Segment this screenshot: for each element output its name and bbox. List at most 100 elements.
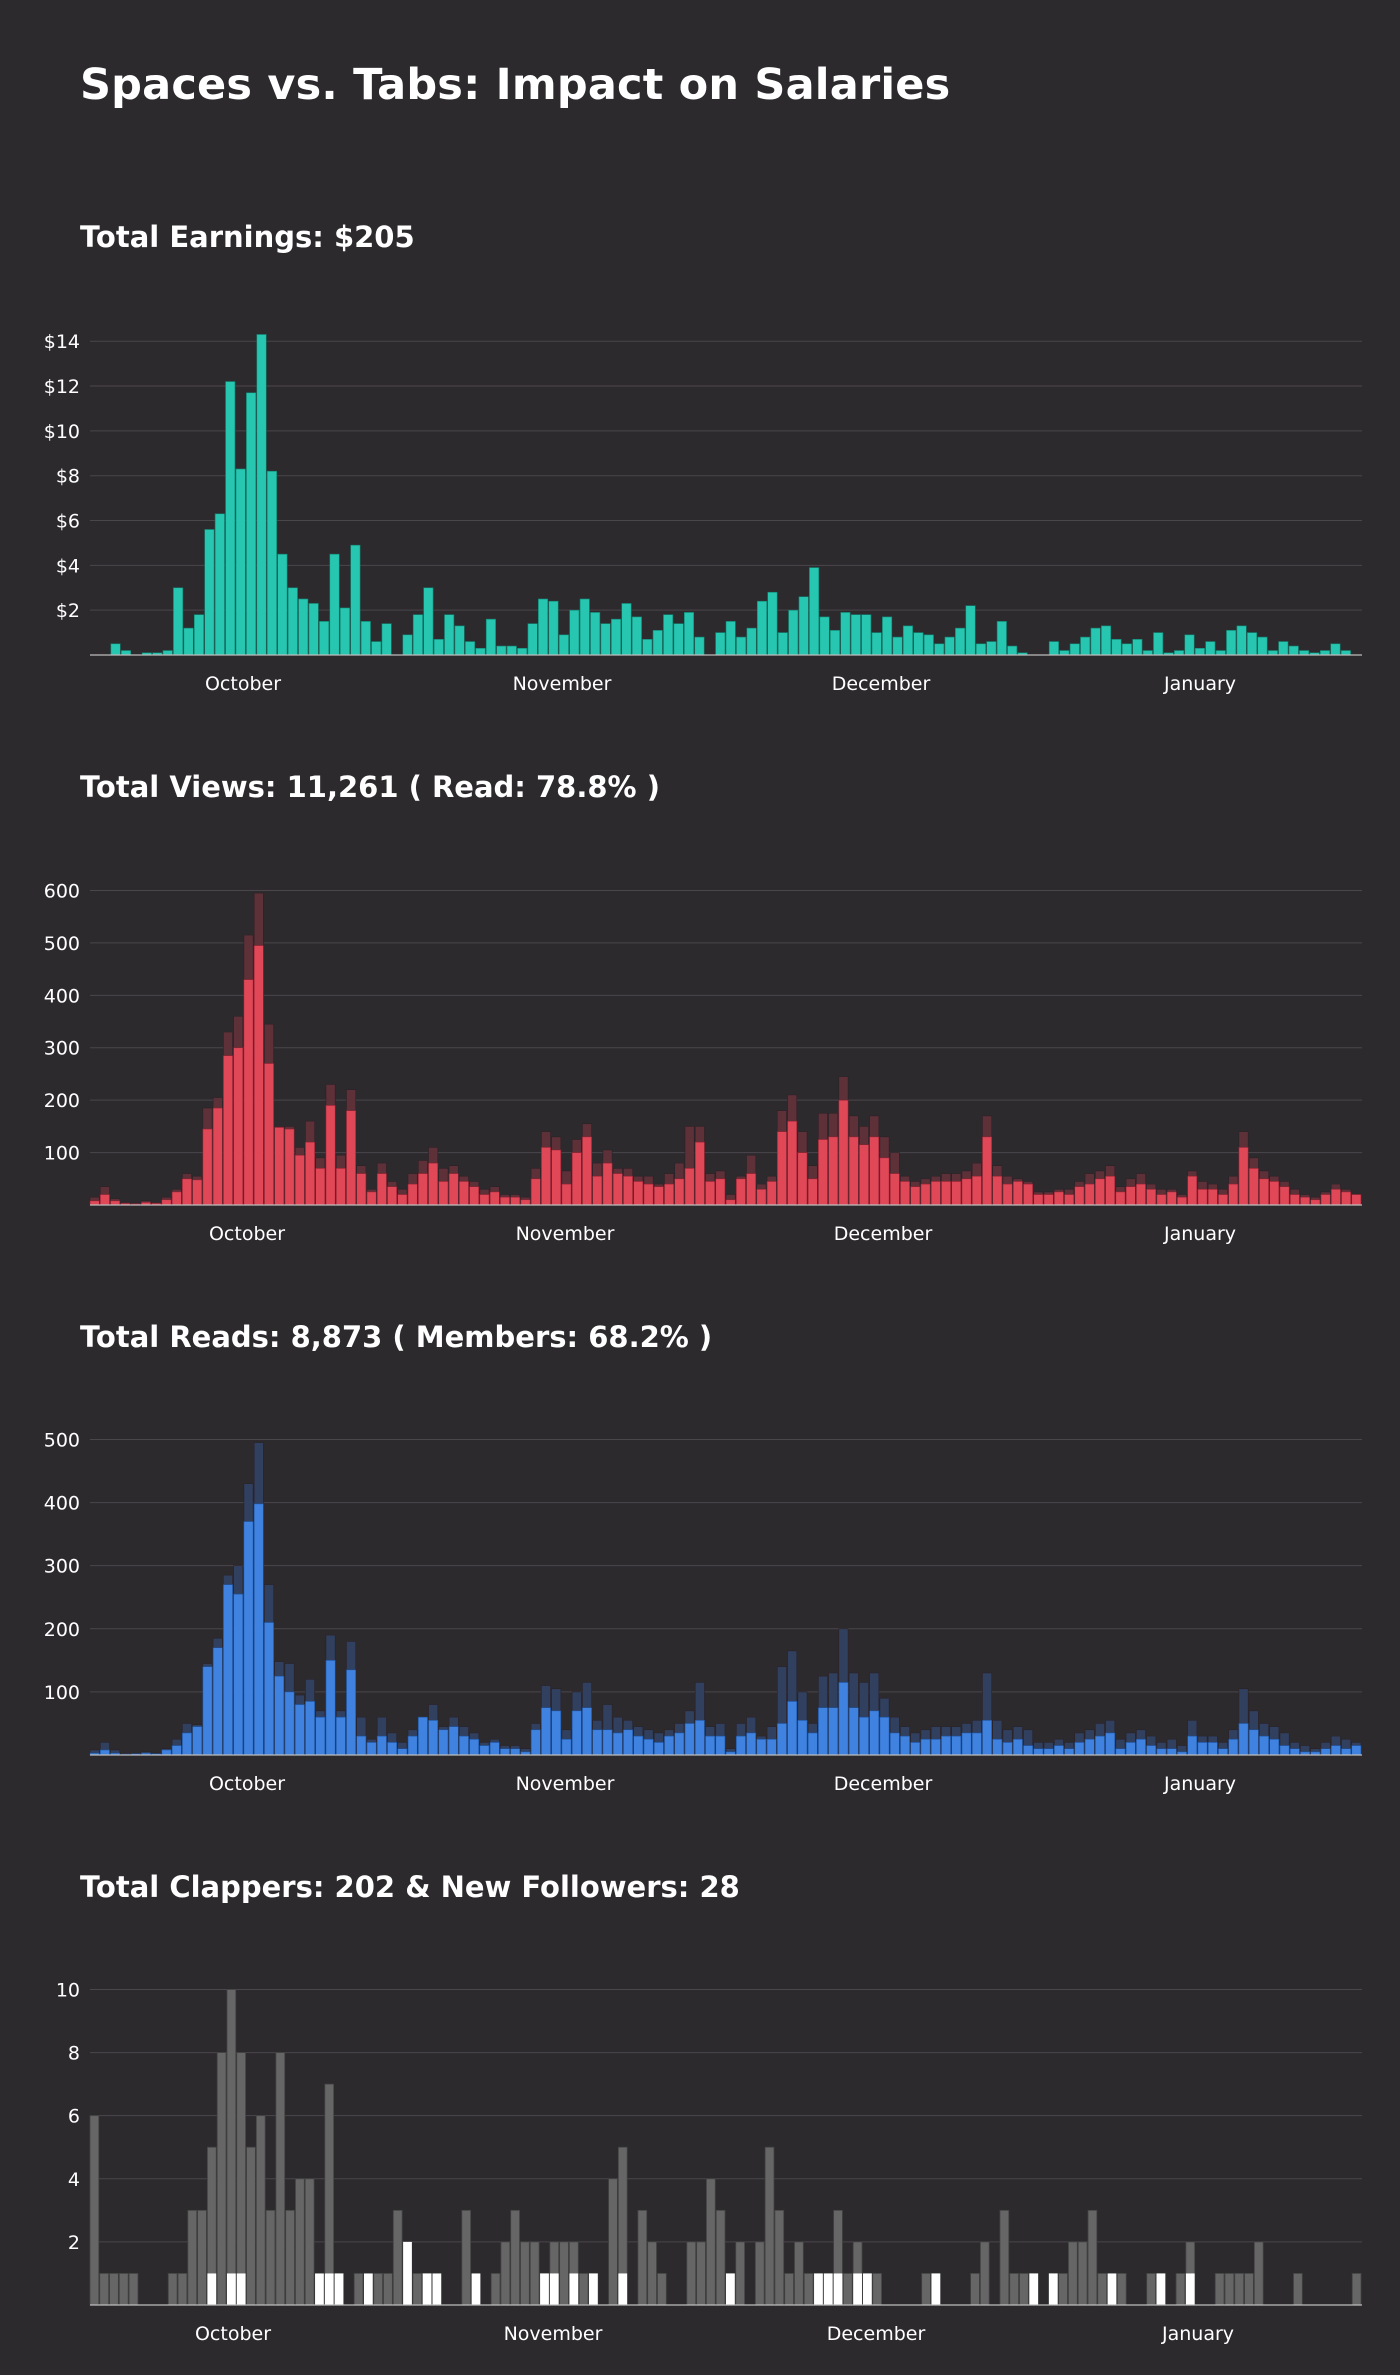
earnings-bar bbox=[538, 598, 549, 656]
views-read-bar bbox=[305, 1141, 315, 1206]
views-x-tick-label: November bbox=[516, 1223, 615, 1245]
reads-members-bar bbox=[1053, 1745, 1064, 1756]
views-read-bar bbox=[1136, 1183, 1146, 1206]
clappers-bar bbox=[980, 2241, 990, 2306]
earnings-y-tick-label: $4 bbox=[56, 555, 80, 577]
reads-members-bar bbox=[961, 1732, 972, 1756]
reads-members-bar bbox=[992, 1738, 1003, 1756]
views-read-bar bbox=[397, 1194, 408, 1206]
reads-y-tick-label: 200 bbox=[44, 1619, 80, 1641]
earnings-bar bbox=[1340, 650, 1351, 656]
views-read-bar bbox=[623, 1175, 633, 1206]
clappers-bar bbox=[1175, 2273, 1186, 2306]
views-read-bar bbox=[387, 1186, 398, 1206]
earnings-bar bbox=[319, 621, 330, 656]
earnings-bar bbox=[1090, 627, 1101, 656]
reads-members-bar bbox=[879, 1716, 890, 1756]
earnings-bar bbox=[454, 625, 465, 656]
views-read-bar bbox=[859, 1144, 869, 1206]
reads-members-bar bbox=[1330, 1745, 1341, 1756]
views-read-bar bbox=[1269, 1181, 1280, 1206]
reads-members-bar bbox=[694, 1719, 705, 1756]
views-read-bar bbox=[1177, 1196, 1187, 1206]
clappers-bar bbox=[1351, 2273, 1362, 2306]
followers-bar bbox=[432, 2273, 442, 2305]
reads-members-bar bbox=[1146, 1745, 1157, 1756]
views-read-bar bbox=[1166, 1191, 1177, 1206]
earnings-bar bbox=[360, 621, 371, 656]
clappers-bar bbox=[500, 2241, 511, 2306]
reads-chart: 100 200 300 400 500 October November December Ja… bbox=[44, 1429, 1362, 1795]
reads-members-bar bbox=[807, 1732, 818, 1756]
earnings-x-tick-label: October bbox=[205, 673, 281, 695]
earnings-bar bbox=[1111, 639, 1122, 656]
reads-members-bar bbox=[766, 1738, 777, 1756]
clappers-bar bbox=[118, 2273, 129, 2306]
followers-bar bbox=[403, 2241, 412, 2305]
reads-members-bar bbox=[315, 1716, 326, 1756]
reads-members-bar bbox=[448, 1726, 459, 1756]
clappers-bar bbox=[784, 2273, 794, 2306]
earnings-bar bbox=[1319, 650, 1331, 656]
earnings-bar bbox=[986, 641, 997, 656]
reads-members-bar bbox=[1238, 1723, 1249, 1756]
views-read-bar bbox=[1259, 1178, 1269, 1206]
views-read-bar bbox=[797, 1152, 808, 1206]
clappers-x-tick-label: January bbox=[1161, 2323, 1234, 2345]
views-read-bar bbox=[161, 1199, 172, 1206]
views-read-bar bbox=[1187, 1175, 1198, 1206]
views-read-bar bbox=[910, 1186, 921, 1206]
clappers-bar bbox=[490, 2273, 501, 2306]
clappers-bar bbox=[803, 2273, 814, 2306]
reads-members-bar bbox=[592, 1729, 603, 1756]
earnings-bar bbox=[287, 587, 298, 656]
followers-bar bbox=[471, 2273, 481, 2305]
reads-members-bar bbox=[1289, 1748, 1300, 1756]
views-x-tick-label: December bbox=[834, 1223, 933, 1245]
clappers-bar bbox=[373, 2273, 383, 2306]
earnings-bar bbox=[1288, 645, 1299, 656]
reads-members-bar bbox=[982, 1719, 993, 1756]
clappers-bar bbox=[1224, 2273, 1235, 2306]
clappers-bar bbox=[99, 2273, 109, 2306]
earnings-bar bbox=[631, 616, 642, 656]
clappers-bar bbox=[774, 2209, 785, 2306]
reads-members-bar bbox=[1115, 1748, 1126, 1756]
reads-members-bar bbox=[664, 1735, 675, 1756]
reads-members-bar bbox=[1033, 1748, 1044, 1756]
views-read-bar bbox=[458, 1181, 469, 1206]
reads-members-bar bbox=[551, 1710, 562, 1756]
earnings-bar bbox=[788, 609, 799, 656]
clappers-bar bbox=[275, 2052, 286, 2306]
clappers-bar bbox=[304, 2178, 315, 2306]
earnings-bar bbox=[923, 634, 934, 656]
views-read-bar bbox=[828, 1136, 839, 1206]
earnings-bar bbox=[485, 618, 496, 656]
views-read-bar bbox=[110, 1200, 121, 1206]
earnings-bar bbox=[214, 513, 225, 656]
views-read-bar bbox=[776, 1131, 787, 1206]
followers-bar bbox=[549, 2273, 559, 2305]
reads-members-bar bbox=[1248, 1729, 1259, 1756]
views-y-tick-label: 400 bbox=[44, 985, 80, 1007]
clappers-bar bbox=[265, 2209, 276, 2306]
views-read-bar bbox=[294, 1154, 305, 1206]
followers-bar bbox=[862, 2273, 872, 2305]
views-read-bar bbox=[1238, 1147, 1249, 1206]
earnings-bar bbox=[1205, 641, 1216, 656]
earnings-section-title: Total Earnings: $205 bbox=[80, 220, 415, 254]
views-read-bar bbox=[1310, 1199, 1321, 1206]
earnings-bar bbox=[663, 614, 674, 656]
views-read-bar bbox=[551, 1149, 562, 1206]
views-read-bar bbox=[541, 1147, 551, 1206]
reads-members-bar bbox=[99, 1749, 110, 1756]
earnings-bar bbox=[412, 614, 423, 656]
earnings-bar bbox=[162, 650, 173, 656]
reads-members-bar bbox=[366, 1742, 377, 1756]
reads-members-bar bbox=[889, 1732, 900, 1756]
earnings-bar bbox=[423, 587, 434, 656]
earnings-y-tick-label: $12 bbox=[44, 376, 80, 398]
earnings-bar bbox=[746, 627, 757, 656]
earnings-bar bbox=[120, 650, 132, 656]
clappers-bar bbox=[216, 2052, 227, 2306]
